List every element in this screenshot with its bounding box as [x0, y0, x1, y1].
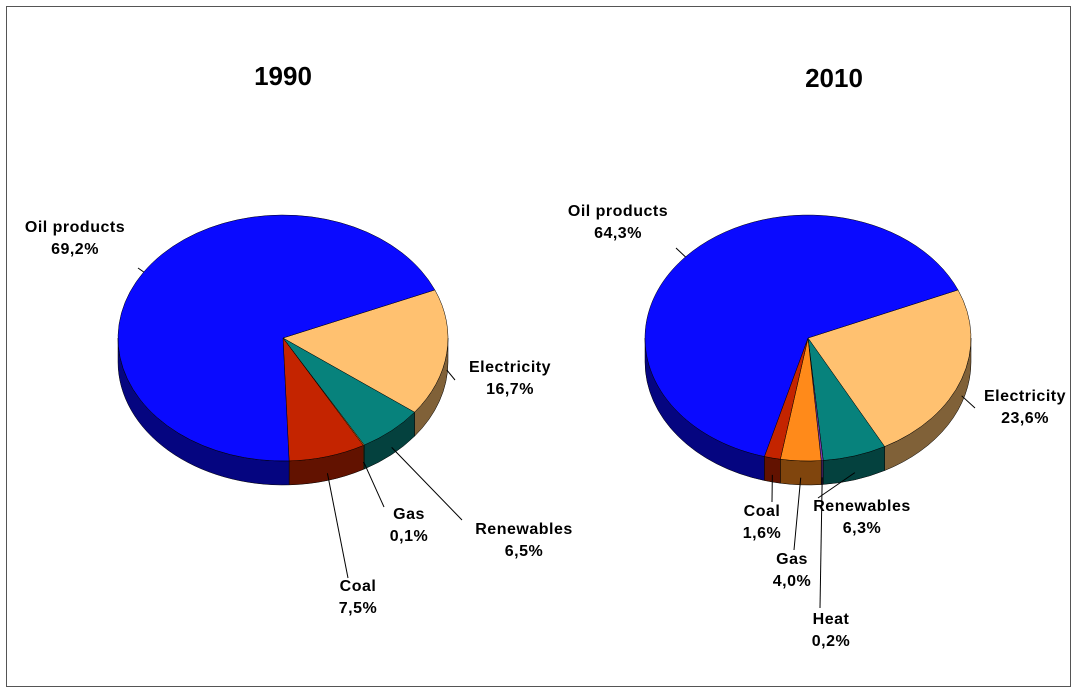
- slice-value: 16,7%: [486, 381, 534, 398]
- slice-label: Renewables: [813, 498, 910, 515]
- slice-value: 0,2%: [812, 633, 850, 650]
- slice-label: Oil products: [568, 203, 668, 220]
- slice-label: Heat: [813, 611, 850, 628]
- leader-line: [961, 395, 976, 409]
- slice-label: Oil products: [25, 219, 125, 236]
- slice-label: Electricity: [984, 388, 1066, 405]
- chart-title: 1990: [254, 61, 312, 91]
- slice-value: 0,1%: [390, 528, 428, 545]
- slice: [282, 289, 449, 413]
- leader-line: [817, 472, 856, 499]
- slice-value: 23,6%: [1001, 410, 1049, 427]
- slice-label: Coal: [744, 503, 781, 520]
- slice-value: 6,3%: [843, 520, 881, 537]
- slice-value: 69,2%: [51, 241, 99, 258]
- slice-value: 4,0%: [773, 573, 811, 590]
- slice-label: Gas: [776, 551, 808, 568]
- leader-line: [137, 267, 145, 273]
- slice-value: 6,5%: [505, 543, 543, 560]
- leader-line: [819, 477, 823, 609]
- slice: [807, 289, 972, 447]
- leader-line: [446, 369, 456, 381]
- leader-line: [675, 247, 686, 258]
- leader-line: [391, 447, 463, 521]
- chart-title: 2010: [805, 63, 863, 93]
- leader-line: [793, 477, 802, 551]
- slice-value: 7,5%: [339, 600, 377, 617]
- slice-label: Renewables: [475, 521, 572, 538]
- slice-value: 1,6%: [743, 525, 781, 542]
- slice-label: Coal: [340, 578, 377, 595]
- leader-line: [363, 461, 385, 508]
- slice-label: Electricity: [469, 359, 551, 376]
- slice-value: 64,3%: [594, 225, 642, 242]
- leader-line: [326, 473, 349, 579]
- slice-label: Gas: [393, 506, 425, 523]
